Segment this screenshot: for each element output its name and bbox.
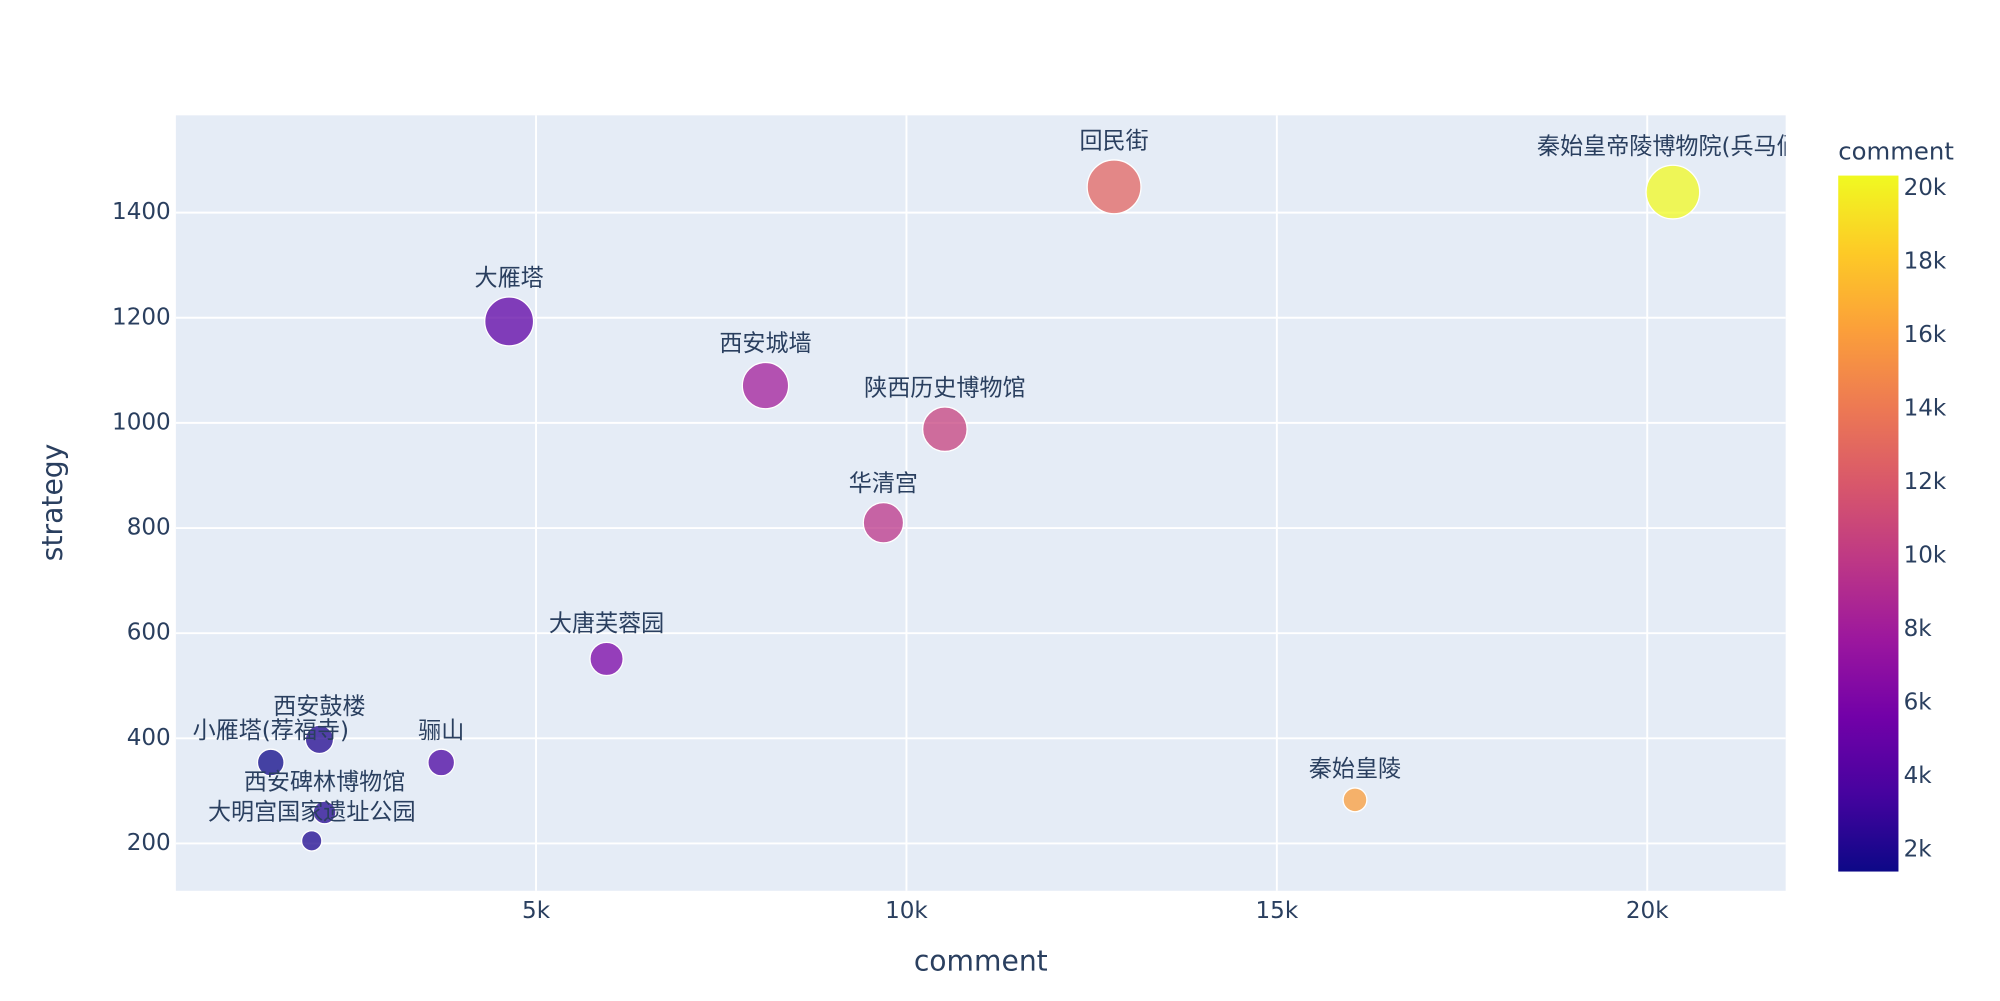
bubble — [741, 361, 790, 410]
y-tick-label: 800 — [127, 515, 171, 541]
y-tick-label: 1200 — [112, 304, 171, 330]
point-label: 秦始皇陵 — [1309, 756, 1401, 782]
bubble — [300, 830, 323, 852]
point-label: 骊山 — [418, 718, 464, 744]
bubble — [922, 406, 968, 453]
point-label: 小雁塔(荐福寺) — [193, 718, 349, 744]
colorbar-tick-label: 18k — [1904, 248, 1947, 274]
point-label: 大唐芙蓉园 — [549, 611, 664, 637]
point-label: 西安碑林博物馆 — [244, 770, 405, 796]
point-label: 秦始皇帝陵博物院(兵马俑) — [1537, 134, 1809, 160]
bubble — [589, 641, 624, 677]
x-tick-label: 10k — [885, 898, 928, 924]
bubble — [1645, 164, 1701, 220]
plot-area — [175, 115, 1786, 891]
colorbar-tick-label: 4k — [1904, 763, 1933, 789]
colorbar-tick-label: 14k — [1904, 395, 1947, 421]
colorbar-tick-label: 16k — [1904, 322, 1947, 348]
colorbar-title: comment — [1838, 137, 1954, 166]
colorbar-tick-label: 20k — [1904, 175, 1947, 201]
point-label: 西安城墙 — [719, 331, 811, 357]
colorbar-tick-label: 2k — [1904, 837, 1933, 863]
x-tick-label: 20k — [1626, 898, 1669, 924]
point-label: 华清宫 — [849, 471, 918, 497]
y-tick-label: 200 — [127, 830, 171, 856]
bubble — [484, 296, 535, 347]
x-tick-label: 15k — [1255, 898, 1298, 924]
colorbar-tick-label: 6k — [1904, 690, 1933, 716]
y-tick-label: 600 — [127, 620, 171, 646]
bubble — [862, 502, 905, 544]
point-label: 大明宫国家遗址公园 — [208, 799, 416, 825]
point-label: 陕西历史博物馆 — [864, 376, 1025, 402]
point-label: 大雁塔 — [475, 266, 544, 292]
point-label: 回民街 — [1079, 128, 1148, 154]
y-tick-label: 1000 — [112, 409, 171, 435]
y-tick-label: 400 — [127, 725, 171, 751]
y-tick-label: 1400 — [112, 199, 171, 225]
bubble — [304, 724, 335, 755]
colorbar-tick-label: 10k — [1904, 543, 1947, 569]
point-label: 西安鼓楼 — [273, 694, 365, 720]
bubble — [427, 748, 456, 777]
bubble — [312, 800, 337, 825]
colorbar-tick-label: 8k — [1904, 616, 1933, 642]
x-tick-label: 5k — [522, 898, 551, 924]
colorbar-tick-label: 12k — [1904, 469, 1947, 495]
bubble — [1342, 787, 1368, 813]
bubble — [256, 748, 285, 777]
bubble — [1086, 159, 1142, 215]
x-axis-title: comment — [914, 945, 1048, 978]
colorbar — [1838, 175, 1899, 872]
y-axis-title: strategy — [36, 444, 69, 562]
